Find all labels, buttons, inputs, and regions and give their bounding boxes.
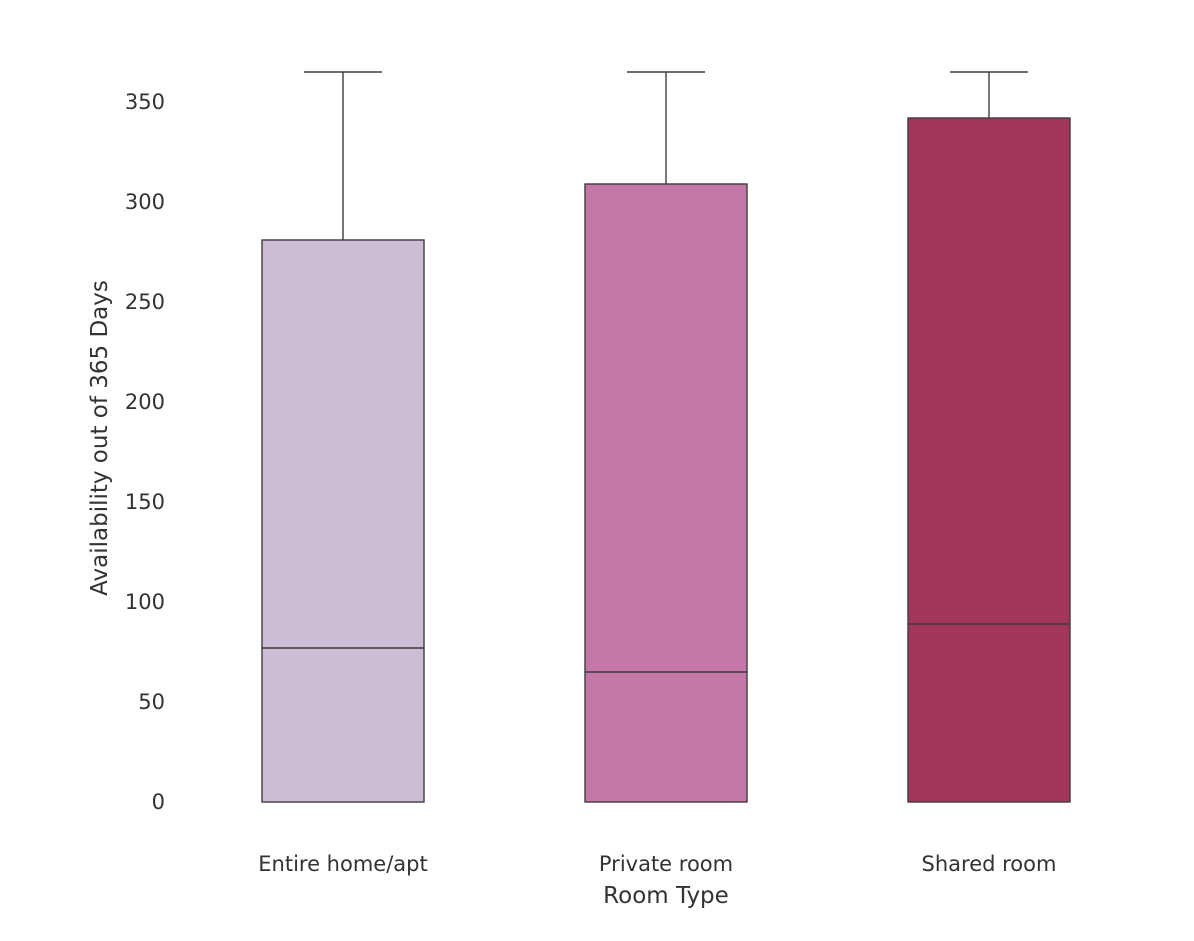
box-group xyxy=(584,71,748,803)
y-tick-label: 250 xyxy=(125,290,165,314)
y-tick-label: 50 xyxy=(138,690,165,714)
box-group xyxy=(907,71,1071,803)
y-tick-label: 100 xyxy=(125,590,165,614)
y-tick-label: 300 xyxy=(125,190,165,214)
x-tick-label: Entire home/apt xyxy=(258,852,427,876)
box-iqr xyxy=(907,117,1071,803)
y-tick-label: 200 xyxy=(125,390,165,414)
x-axis-title: Room Type xyxy=(603,883,729,909)
boxes xyxy=(261,71,1071,803)
x-tick-label: Private room xyxy=(599,852,733,876)
box-group xyxy=(261,71,425,803)
box-iqr xyxy=(261,239,425,803)
y-tick-label: 0 xyxy=(152,790,165,814)
box-iqr xyxy=(584,183,748,803)
y-tick-label: 350 xyxy=(125,90,165,114)
x-axis-tick-labels: Entire home/apt Private room Shared room xyxy=(258,852,1056,876)
y-axis-title: Availability out of 365 Days xyxy=(87,280,113,596)
x-tick-label: Shared room xyxy=(922,852,1057,876)
y-tick-label: 150 xyxy=(125,490,165,514)
y-axis-ticks: 0 50 100 150 200 250 300 350 xyxy=(125,90,165,814)
